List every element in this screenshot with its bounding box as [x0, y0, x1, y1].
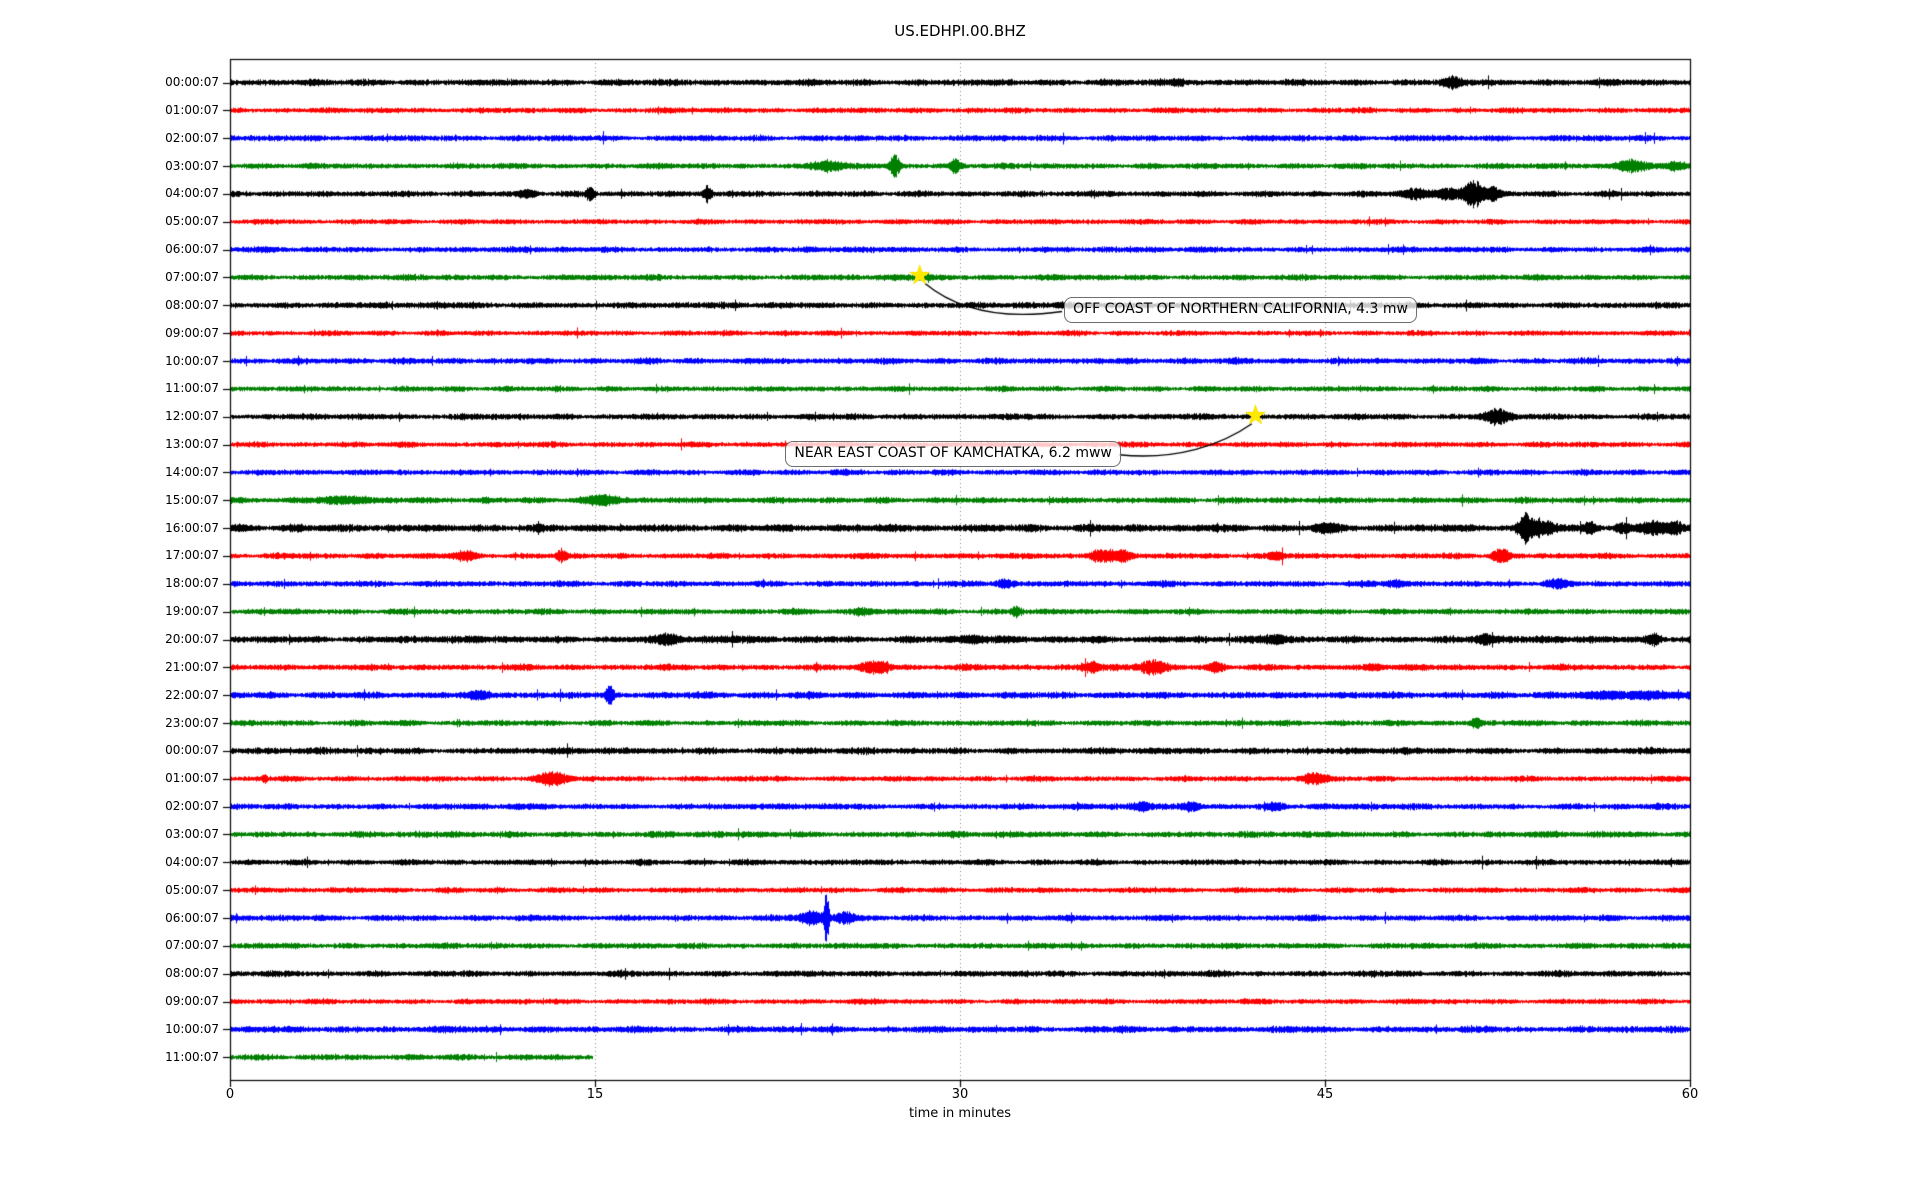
y-tick-label: 09:00:07	[165, 994, 219, 1009]
y-tick-label: 07:00:07	[165, 938, 219, 953]
y-tick-label: 07:00:07	[165, 269, 219, 284]
y-tick-label: 05:00:07	[165, 882, 219, 897]
y-tick-label: 20:00:07	[165, 632, 219, 646]
y-tick-label: 03:00:07	[165, 826, 219, 841]
y-tick-label: 02:00:07	[165, 799, 219, 814]
y-tick-label: 05:00:07	[165, 214, 219, 229]
y-tick-label: 04:00:07	[165, 186, 219, 201]
y-tick-label: 01:00:07	[165, 771, 219, 786]
y-tick-label: 04:00:07	[165, 854, 219, 869]
x-tick-label: 30	[951, 1087, 969, 1102]
x-tick-label: 15	[586, 1087, 604, 1102]
y-tick-label: 23:00:07	[165, 715, 219, 730]
y-tick-label: 18:00:07	[165, 576, 219, 591]
y-tick-label: 14:00:07	[165, 464, 219, 479]
event-star-icon: ★	[1243, 399, 1268, 431]
x-tick-label: 60	[1681, 1087, 1699, 1102]
figure-title: US.EDHPI.00.BHZ	[894, 22, 1026, 40]
y-tick-label: 10:00:07	[165, 1021, 219, 1036]
y-tick-label: 22:00:07	[165, 687, 219, 702]
y-tick-label: 11:00:07	[165, 1049, 219, 1064]
y-tick-label: 02:00:07	[165, 130, 219, 145]
y-tick-label: 19:00:07	[165, 604, 219, 619]
y-tick-label: 01:00:07	[165, 102, 219, 117]
y-tick-label: 16:00:07	[165, 520, 219, 535]
y-tick-label: 03:00:07	[165, 158, 219, 173]
event-annotation-kamchatka: NEAR EAST COAST OF KAMCHATKA, 6.2 mww	[785, 440, 1121, 467]
y-tick-label: 09:00:07	[165, 325, 219, 340]
x-tick-label: 0	[225, 1087, 235, 1102]
y-tick-label: 17:00:07	[165, 548, 219, 563]
event-annotation-california: OFF COAST OF NORTHERN CALIFORNIA, 4.3 mw	[1064, 297, 1417, 324]
y-tick-label: 15:00:07	[165, 492, 219, 507]
x-tick-label: 45	[1316, 1087, 1334, 1102]
y-tick-label: 13:00:07	[165, 437, 219, 452]
y-tick-label: 08:00:07	[165, 966, 219, 981]
y-tick-label: 08:00:07	[165, 297, 219, 312]
y-tick-label: 00:00:07	[165, 743, 219, 758]
y-tick-label: 12:00:07	[165, 409, 219, 424]
y-tick-label: 11:00:07	[165, 381, 219, 396]
y-tick-label: 06:00:07	[165, 242, 219, 257]
event-star-icon: ★	[907, 260, 932, 292]
y-tick-label: 06:00:07	[165, 910, 219, 925]
y-tick-label: 10:00:07	[165, 353, 219, 368]
y-tick-label: 00:00:07	[165, 75, 219, 89]
y-tick-label: 21:00:07	[165, 659, 219, 674]
x-axis-label: time in minutes	[908, 1106, 1012, 1121]
